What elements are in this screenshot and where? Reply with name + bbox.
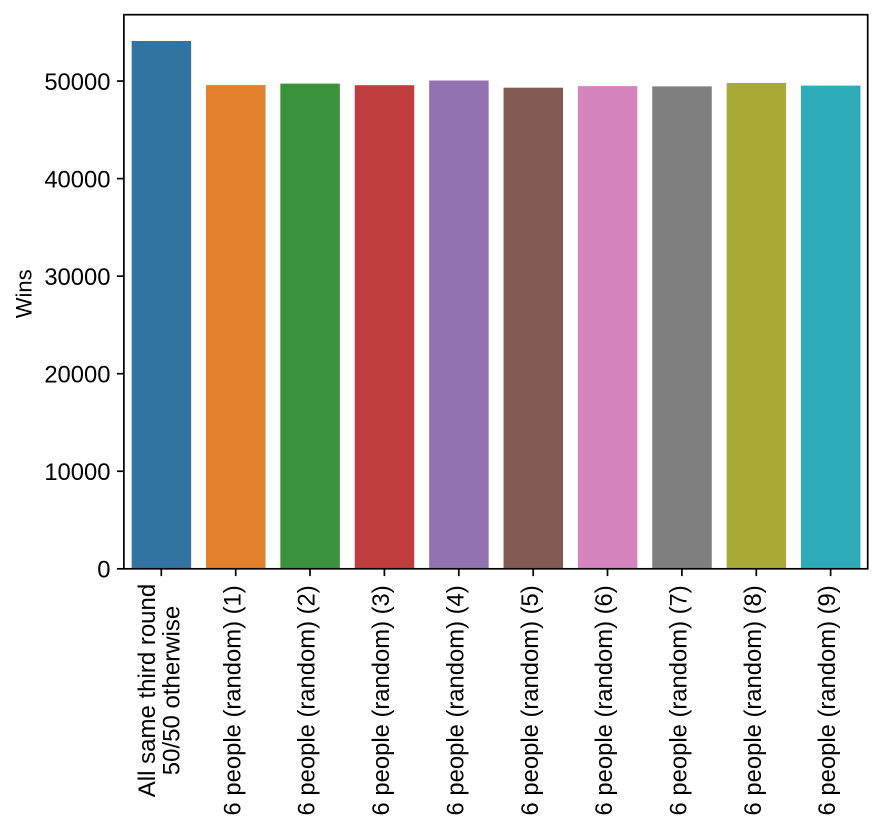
svg-text:6 people (random) (3): 6 people (random) (3) xyxy=(368,585,395,815)
svg-text:6 people (random) (1): 6 people (random) (1) xyxy=(219,585,246,815)
svg-text:10000: 10000 xyxy=(44,459,110,486)
svg-text:6 people (random) (5): 6 people (random) (5) xyxy=(517,585,544,815)
svg-text:6 people (random) (4): 6 people (random) (4) xyxy=(442,585,469,815)
svg-text:Wins: Wins xyxy=(11,269,36,318)
svg-text:6 people (random) (2): 6 people (random) (2) xyxy=(294,585,321,815)
svg-text:0: 0 xyxy=(97,557,110,584)
svg-text:6 people (random) (6): 6 people (random) (6) xyxy=(591,585,618,815)
svg-text:6 people (random) (7): 6 people (random) (7) xyxy=(666,585,693,815)
svg-text:20000: 20000 xyxy=(44,362,110,389)
svg-text:6 people (random) (9): 6 people (random) (9) xyxy=(814,585,841,815)
svg-text:All same third round: All same third round xyxy=(134,584,161,797)
svg-text:50000: 50000 xyxy=(44,69,110,96)
svg-text:30000: 30000 xyxy=(44,264,110,291)
svg-text:40000: 40000 xyxy=(44,166,110,193)
svg-text:6 people (random) (8): 6 people (random) (8) xyxy=(740,585,767,815)
svg-text:50/50 otherwise: 50/50 otherwise xyxy=(159,606,186,775)
